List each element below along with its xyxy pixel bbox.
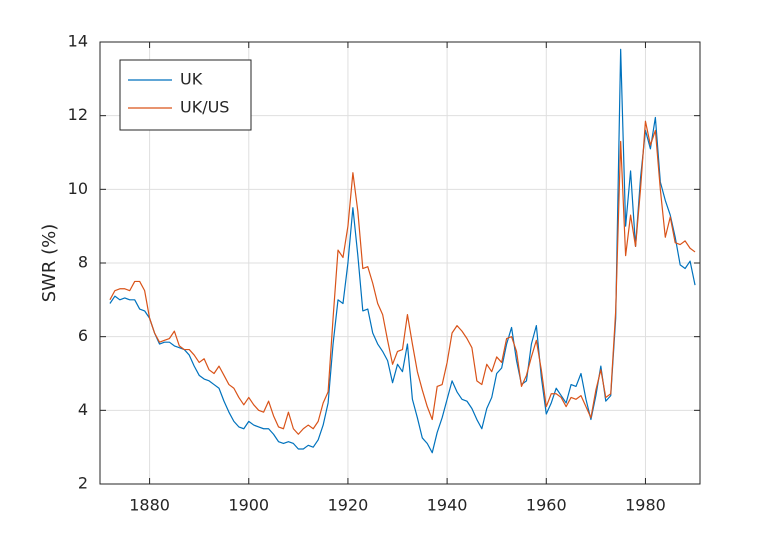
plot-frame [99, 41, 701, 485]
y-tick-label: 14 [68, 32, 88, 51]
y-axis-label: SWR (%) [39, 224, 60, 303]
legend-label: UK/US [180, 98, 229, 117]
y-tick-label: 6 [78, 326, 88, 345]
y-tick-label: 4 [78, 400, 88, 419]
x-tick-label: 1900 [228, 496, 269, 515]
y-tick-label: 8 [78, 253, 88, 272]
x-tick-label: 1920 [328, 496, 369, 515]
x-tick-label: 1880 [129, 496, 170, 515]
x-tick-label: 1980 [625, 496, 666, 515]
x-tick-label: 1940 [427, 496, 468, 515]
y-tick-label: 12 [68, 105, 88, 124]
series-line [109, 120, 696, 435]
legend-label: UK [180, 70, 203, 89]
y-tick-label: 10 [68, 179, 88, 198]
x-tick-label: 1960 [526, 496, 567, 515]
y-tick-label: 2 [78, 474, 88, 493]
legend-box [119, 59, 252, 131]
